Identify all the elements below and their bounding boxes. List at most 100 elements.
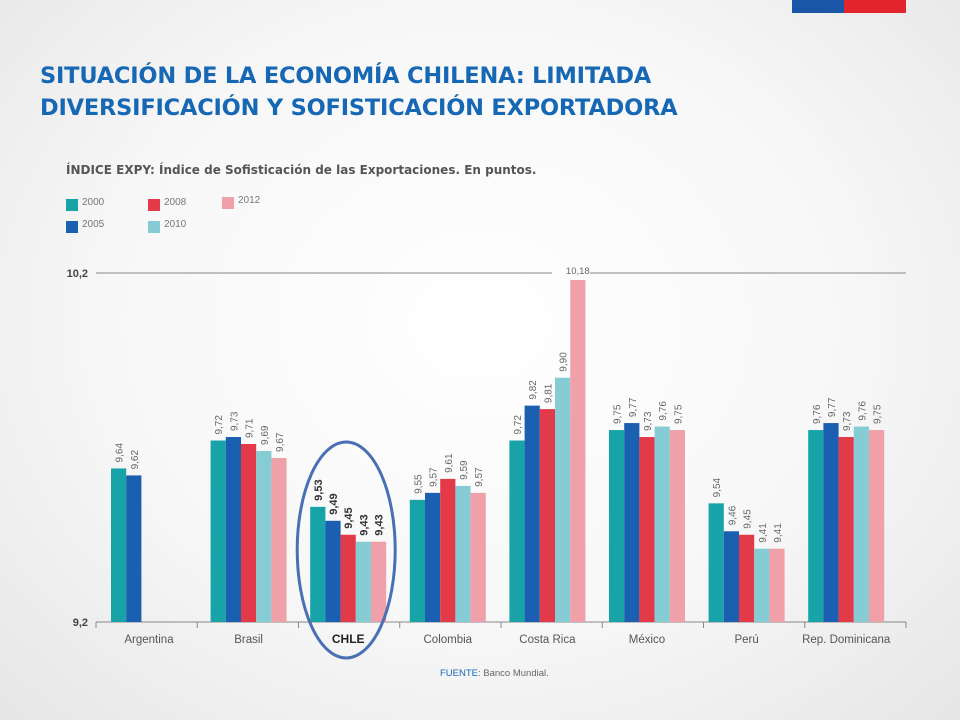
x-tick-label: Colombia <box>424 634 473 646</box>
chart-source: FUENTE: Banco Mundial. <box>440 668 549 679</box>
y-tick-label: 10,2 <box>67 268 88 280</box>
chart-subtitle: ÍNDICE EXPY: Índice de Sofisticación de … <box>66 163 537 177</box>
flag-blue-stripe <box>792 0 844 13</box>
bar-value-label: 9,45 <box>743 509 754 529</box>
bar <box>570 279 586 622</box>
bar <box>609 430 625 622</box>
bar <box>241 444 257 622</box>
bar <box>409 499 425 622</box>
slide-title-line2: DIVERSIFICACIÓN Y SOFISTICACIÓN EXPORTAD… <box>40 95 678 121</box>
bar-value-label: 9,53 <box>313 479 325 500</box>
legend-swatch-2005 <box>66 221 78 233</box>
bar-value-label: 9,49 <box>328 493 340 514</box>
bar-value-label: 9,43 <box>374 514 386 535</box>
bar-value-label: 10,18 <box>566 266 590 277</box>
bar <box>225 437 241 622</box>
bar <box>769 548 785 622</box>
bar-value-label: 9,73 <box>229 411 240 431</box>
source-text: : Banco Mundial. <box>478 668 549 679</box>
bar-value-label: 9,75 <box>873 404 884 424</box>
bar-value-label: 9,73 <box>643 411 654 431</box>
bar <box>669 430 685 622</box>
bar <box>654 426 670 622</box>
bar <box>808 430 824 622</box>
bar-value-label: 9,57 <box>474 467 485 487</box>
bar <box>355 541 371 622</box>
bar-value-label: 9,76 <box>658 401 669 421</box>
legend-swatch-2010 <box>148 221 160 233</box>
bar <box>210 440 226 622</box>
x-tick-label: Brasil <box>234 634 263 646</box>
bar-value-label: 9,90 <box>559 352 570 372</box>
legend-label-2010: 2010 <box>164 219 187 230</box>
bar <box>425 492 441 622</box>
bar <box>256 450 272 622</box>
bar-value-label: 9,75 <box>673 404 684 424</box>
bar-value-label: 9,77 <box>827 397 838 417</box>
legend-label-2008: 2008 <box>164 197 187 208</box>
bar-value-label: 9,76 <box>812 404 823 424</box>
bar <box>111 468 127 622</box>
y-tick-label: 9,2 <box>73 617 88 629</box>
bar <box>440 478 456 622</box>
bar <box>340 534 356 622</box>
bar-value-label: 9,76 <box>857 401 868 421</box>
x-tick-label: CHLE <box>332 632 365 646</box>
bar <box>823 423 839 622</box>
bar-value-label: 9,72 <box>513 415 524 435</box>
bar <box>539 409 555 622</box>
bar <box>754 548 770 622</box>
bar <box>739 534 755 622</box>
bar <box>853 426 869 622</box>
legend-label-2012: 2012 <box>238 195 261 206</box>
bar-value-label: 9,75 <box>613 404 624 424</box>
legend-label-2005: 2005 <box>82 219 105 230</box>
flag-red-stripe <box>844 0 906 13</box>
bar <box>310 506 326 622</box>
bar-value-label: 9,67 <box>275 432 286 452</box>
bar <box>723 531 739 622</box>
bar-value-label: 9,62 <box>130 450 141 470</box>
bar <box>325 520 341 622</box>
slide-title: SITUACIÓN DE LA ECONOMÍA CHILENA: LIMITA… <box>40 60 920 124</box>
bar-value-label: 9,73 <box>842 411 853 431</box>
bar <box>869 430 885 622</box>
bar-value-label: 9,46 <box>727 505 738 525</box>
bar-value-label: 9,55 <box>413 474 424 494</box>
legend-label-2000: 2000 <box>82 197 105 208</box>
bar-value-label: 9,41 <box>773 523 784 543</box>
legend-swatch-2008 <box>148 199 160 211</box>
bar-value-label: 9,82 <box>528 380 539 400</box>
x-tick-label: México <box>629 634 665 646</box>
bar <box>708 503 724 622</box>
bar-value-label: 9,54 <box>712 477 723 497</box>
bar-value-label: 9,45 <box>343 507 355 528</box>
bar <box>271 457 287 622</box>
bar-value-label: 9,72 <box>214 415 225 435</box>
bar-value-label: 9,57 <box>429 467 440 487</box>
highlight-ellipse <box>295 440 397 660</box>
bar-value-label: 9,69 <box>260 425 271 445</box>
bar <box>371 541 387 622</box>
bar-value-label: 9,41 <box>758 523 769 543</box>
bar-value-label: 9,81 <box>543 383 554 403</box>
bar <box>509 440 525 622</box>
x-tick-label: Perú <box>734 634 758 646</box>
bar <box>555 377 571 622</box>
x-tick-label: Argentina <box>124 634 174 646</box>
legend-swatch-2000 <box>66 199 78 211</box>
source-label: FUENTE <box>440 668 478 679</box>
slide-title-line1: SITUACIÓN DE LA ECONOMÍA CHILENA: LIMITA… <box>40 63 652 89</box>
x-tick-label: Costa Rica <box>519 634 576 646</box>
bar-value-label: 9,71 <box>245 418 256 438</box>
bar-value-label: 9,43 <box>358 514 370 535</box>
x-tick-label: Rep. Dominicana <box>802 634 891 646</box>
bar <box>639 437 655 622</box>
legend-swatch-2012 <box>222 197 234 209</box>
bar <box>126 475 142 622</box>
bar <box>470 492 486 622</box>
bar <box>624 423 640 622</box>
bar-value-label: 9,61 <box>444 453 455 473</box>
bar <box>524 405 540 622</box>
